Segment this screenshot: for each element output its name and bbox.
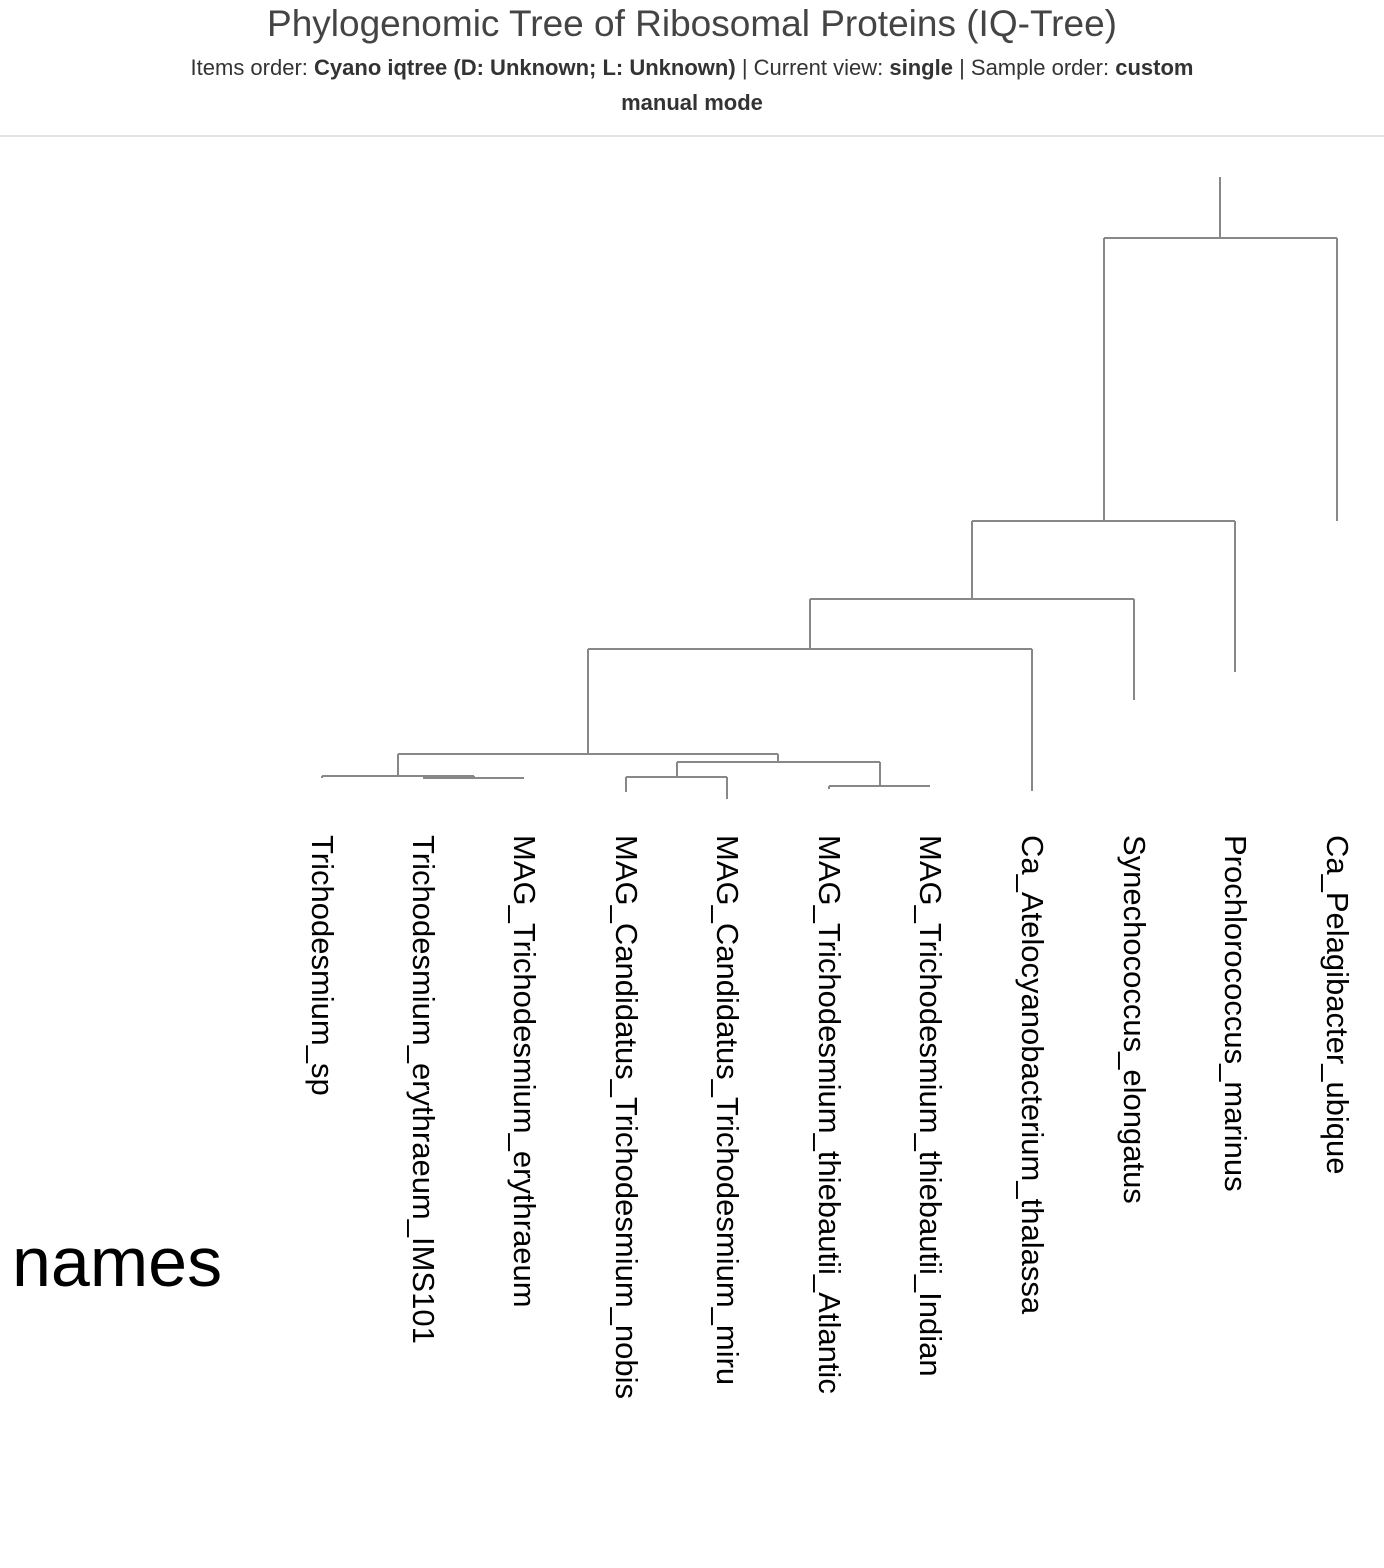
leaf-label[interactable]: MAG_Candidatus_Trichodesmium_miru — [710, 835, 745, 1386]
layer-name-label: names — [12, 1223, 223, 1301]
subtitle: Items order: Cyano iqtree (D: Unknown; L… — [132, 50, 1252, 120]
current-view-label: | Current view: — [741, 55, 884, 80]
items-order-value: Cyano iqtree (D: Unknown; L: Unknown) — [314, 55, 736, 80]
sample-order-label: | Sample order: — [959, 55, 1110, 80]
leaf-label[interactable]: Ca_Atelocyanobacterium_thalassa — [1015, 835, 1050, 1315]
mode-label: manual mode — [621, 90, 763, 115]
leaf-label[interactable]: Trichodesmium_erythraeum_IMS101 — [406, 835, 441, 1344]
leaf-label[interactable]: MAG_Trichodesmium_thiebautii_Indian — [913, 835, 948, 1377]
leaf-label[interactable]: MAG_Trichodesmium_thiebautii_Atlantic — [812, 835, 847, 1394]
header: Phylogenomic Tree of Ribosomal Proteins … — [0, 0, 1384, 137]
leaf-label[interactable]: MAG_Trichodesmium_erythraeum — [507, 835, 542, 1308]
leaf-label[interactable]: Ca_Pelagibacter_ubique — [1320, 835, 1355, 1175]
items-order-label: Items order: — [190, 55, 308, 80]
current-view-value: single — [889, 55, 953, 80]
dendrogram — [321, 177, 1338, 799]
page-title: Phylogenomic Tree of Ribosomal Proteins … — [267, 3, 1117, 44]
sample-order-value: custom — [1115, 55, 1194, 80]
leaf-label[interactable]: Prochlorococcus_marinus — [1218, 835, 1253, 1192]
leaf-label[interactable]: Trichodesmium_sp — [305, 835, 340, 1096]
leaf-label[interactable]: Synechococcus_elongatus — [1117, 835, 1152, 1204]
leaf-label[interactable]: MAG_Candidatus_Trichodesmium_nobis — [609, 835, 644, 1400]
